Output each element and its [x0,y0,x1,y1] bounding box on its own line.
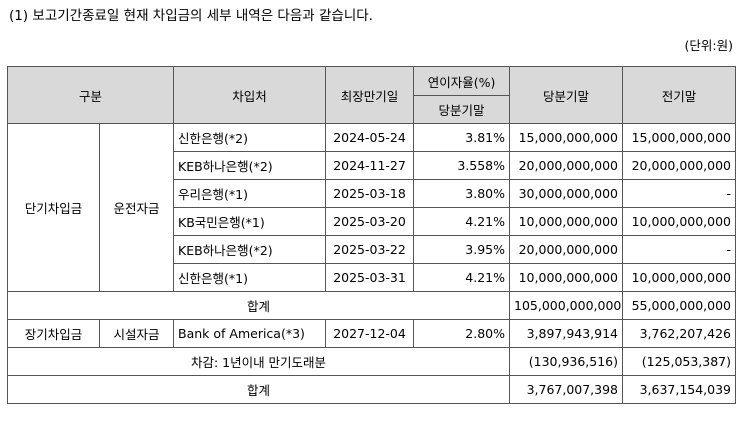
short-term-total-row: 합계 105,000,000,000 55,000,000,000 [6,291,737,320]
current-amount-cell: 20,000,000,000 [509,235,624,264]
long-term-category: 장기차입금 [7,319,100,348]
grand-total-current: 3,767,007,398 [509,375,624,404]
lender-cell: KEB하나은행(*2) [173,151,327,180]
header-rate-group: 연이자율(%) [413,66,511,96]
current-amount-cell: 10,000,000,000 [509,207,624,236]
short-term-total-current: 105,000,000,000 [509,291,624,320]
current-amount-cell: 10,000,000,000 [509,263,624,292]
grand-total-label: 합계 [6,375,511,404]
current-amount-cell: 20,000,000,000 [509,151,624,180]
deduction-prior: (125,053,387) [622,347,737,376]
short-term-subcategory: 운전자금 [98,123,175,292]
intro-text: (1) 보고기간종료일 현재 차입금의 세부 내역은 다음과 같습니다. [9,8,373,24]
deduction-current: (130,936,516) [509,347,624,376]
header-current: 당분기말 [509,66,624,124]
lender-cell: KEB하나은행(*2) [173,235,327,264]
header-row-sub: 당분기말 [8,95,736,124]
lender-cell: KB국민은행(*1) [173,207,327,236]
rate-cell: 2.80% [413,319,511,348]
maturity-cell: 2025-03-20 [325,207,415,236]
prior-amount-cell: - [622,235,737,264]
prior-amount-cell: 15,000,000,000 [622,123,737,152]
prior-amount-cell: 3,762,207,426 [622,319,737,348]
short-term-category: 단기차입금 [7,123,100,292]
rate-cell: 4.21% [413,263,511,292]
prior-amount-cell: 10,000,000,000 [622,207,737,236]
current-amount-cell: 15,000,000,000 [509,123,624,152]
header-row: 구분 차입처 최장만기일 연이자율(%) 당분기말 전기말 [6,66,737,124]
maturity-cell: 2025-03-18 [325,179,415,208]
current-amount-cell: 30,000,000,000 [509,179,624,208]
maturity-cell: 2025-03-22 [325,235,415,264]
prior-amount-cell: 10,000,000,000 [622,263,737,292]
rate-cell: 3.95% [413,235,511,264]
long-term-row: 장기차입금 시설자금 Bank of America(*3) 2027-12-0… [7,319,737,348]
grand-total-row: 합계 3,767,007,398 3,637,154,039 [6,375,737,404]
lender-cell: 우리은행(*1) [173,179,327,208]
current-amount-cell: 3,897,943,914 [509,319,624,348]
header-lender: 차입처 [173,66,327,124]
borrowings-table: 구분 차입처 최장만기일 연이자율(%) 당분기말 전기말 당분기말 단기차입금… [6,66,737,404]
header-category: 구분 [6,66,175,124]
prior-amount-cell: - [622,179,737,208]
header-prior: 전기말 [622,66,737,124]
rate-cell: 4.21% [413,207,511,236]
table-row: 우리은행(*1) 2025-03-18 3.80% 30,000,000,000… [8,179,737,208]
rate-cell: 3.81% [413,123,511,152]
maturity-cell: 2024-05-24 [325,123,415,152]
short-term-total-label: 합계 [6,291,511,320]
grand-total-prior: 3,637,154,039 [622,375,737,404]
lender-cell: 신한은행(*1) [173,263,327,292]
deduction-label: 차감: 1년이내 만기도래분 [6,347,511,376]
header-rate-sub: 당분기말 [413,95,511,124]
header-maturity: 최장만기일 [325,66,415,124]
prior-amount-cell: 20,000,000,000 [622,151,737,180]
maturity-cell: 2025-03-31 [325,263,415,292]
table-row: 신한은행(*1) 2025-03-31 4.21% 10,000,000,000… [8,263,737,292]
short-term-total-prior: 55,000,000,000 [622,291,737,320]
table-row: 단기차입금 운전자금 신한은행(*2) 2024-05-24 3.81% 15,… [7,123,737,292]
unit-label: (단위:원) [684,38,733,53]
maturity-cell: 2024-11-27 [325,151,415,180]
long-term-subcategory: 시설자금 [98,319,175,348]
lender-cell: 신한은행(*2) [173,123,327,152]
rate-cell: 3.80% [413,179,511,208]
table-row: KEB하나은행(*2) 2025-03-22 3.95% 20,000,000,… [8,235,737,264]
rate-cell: 3.558% [413,151,511,180]
table-row: KEB하나은행(*2) 2024-11-27 3.558% 20,000,000… [8,151,737,180]
deduction-row: 차감: 1년이내 만기도래분 (130,936,516) (125,053,38… [6,347,737,376]
maturity-cell: 2027-12-04 [325,319,415,348]
lender-cell: Bank of America(*3) [173,319,327,348]
